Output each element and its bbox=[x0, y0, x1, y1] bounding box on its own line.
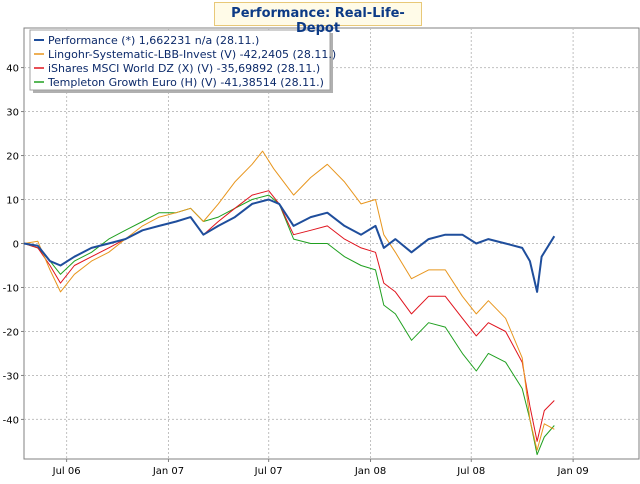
series-lines bbox=[23, 150, 556, 456]
chart-title: Performance: Real-Life-Depot bbox=[231, 6, 405, 36]
y-tick-label: -30 bbox=[3, 371, 19, 382]
y-tick-label: 30 bbox=[6, 108, 19, 119]
x-tick-label: Jul 07 bbox=[254, 466, 283, 477]
x-tick-label: Jan 08 bbox=[354, 466, 386, 477]
chart-title-box: Performance: Real-Life-Depot bbox=[214, 2, 422, 36]
legend-entry-label: Performance (*) 1,662231 n/a (28.11.) bbox=[48, 34, 259, 47]
x-tick-label: Jul 06 bbox=[52, 466, 81, 477]
y-tick-label: 20 bbox=[6, 152, 19, 163]
series-line-1 bbox=[23, 198, 556, 293]
y-tick-label: 40 bbox=[6, 64, 19, 75]
series-line-4 bbox=[23, 194, 555, 456]
series-line-2 bbox=[23, 150, 555, 451]
legend-entry-label: Templeton Growth Euro (H) (V) -41,38514 … bbox=[47, 76, 324, 89]
y-tick-label: -20 bbox=[3, 327, 19, 338]
legend-entry-label: iShares MSCI World DZ (X) (V) -35,69892 … bbox=[48, 62, 320, 75]
axes: 40 30 20 10 0 -10 -20 -30 -40 Jul 06 Jan 07 Jul 07 J… bbox=[3, 64, 589, 477]
y-tick-label: 0 bbox=[13, 240, 19, 251]
x-tick-label: Jul 08 bbox=[456, 466, 485, 477]
y-tick-label: 10 bbox=[6, 196, 19, 207]
series-line-3 bbox=[23, 190, 555, 442]
legend: Performance (*) 1,662231 n/a (28.11.)Lin… bbox=[29, 29, 336, 93]
legend-box bbox=[29, 29, 331, 91]
y-tick-label: -10 bbox=[3, 283, 19, 294]
x-tick-label: Jan 07 bbox=[152, 466, 184, 477]
y-tick-label: -40 bbox=[3, 415, 19, 426]
x-tick-label: Jan 09 bbox=[556, 466, 588, 477]
legend-entry-label: Lingohr-Systematic-LBB-Invest (V) -42,24… bbox=[48, 48, 336, 61]
